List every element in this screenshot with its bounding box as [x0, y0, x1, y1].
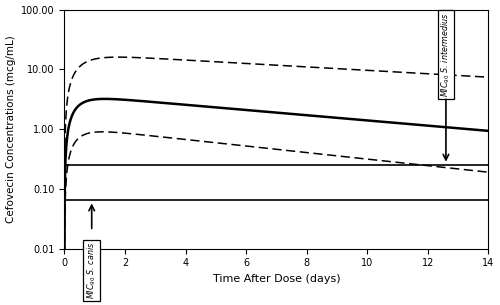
Y-axis label: Cefovecin Concentrations (mcg/mL): Cefovecin Concentrations (mcg/mL) [6, 35, 16, 223]
Text: $MIC_{90}$ S. intermedius: $MIC_{90}$ S. intermedius [440, 12, 452, 97]
X-axis label: Time After Dose (days): Time After Dose (days) [212, 274, 340, 284]
Text: $MIC_{90}$ S. canis: $MIC_{90}$ S. canis [86, 242, 98, 299]
